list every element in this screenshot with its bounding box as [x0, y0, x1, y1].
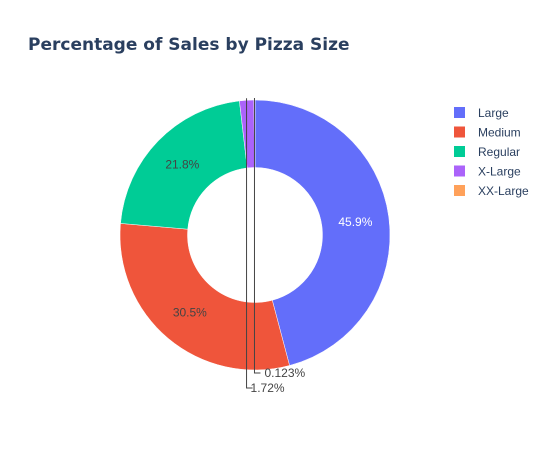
leader-line-xx-large — [253, 98, 261, 374]
legend: Large Medium Regular X-Large XX-Large — [454, 106, 529, 198]
legend-label: Large — [478, 106, 509, 120]
slice-medium[interactable] — [119, 223, 290, 371]
legend-label: Medium — [478, 126, 521, 140]
legend-item-xx-large[interactable]: XX-Large — [454, 184, 529, 198]
slice-label-regular: 21.8% — [165, 157, 199, 171]
slice-label-x-large: 1.72% — [251, 381, 285, 395]
legend-swatch — [454, 146, 465, 157]
slice-label-medium: 30.5% — [173, 306, 207, 320]
chart-title: Percentage of Sales by Pizza Size — [28, 35, 350, 55]
slice-labels-group: 45.9% 30.5% 21.8% 1.72%0.123% — [165, 98, 373, 395]
slice-regular[interactable] — [120, 100, 248, 230]
slice-large[interactable] — [254, 99, 391, 366]
slice-label-xx-large: 0.123% — [264, 366, 305, 380]
legend-item-x-large[interactable]: X-Large — [454, 165, 521, 179]
legend-label: X-Large — [478, 165, 521, 179]
slice-label-large: 45.9% — [338, 215, 372, 229]
legend-swatch — [454, 165, 465, 177]
legend-item-medium[interactable]: Medium — [454, 126, 521, 140]
leader-line-x-large — [246, 98, 253, 389]
legend-swatch — [454, 107, 465, 118]
legend-item-large[interactable]: Large — [454, 106, 509, 120]
legend-swatch — [454, 185, 465, 196]
slices-group — [119, 99, 391, 371]
legend-item-regular[interactable]: Regular — [454, 145, 520, 159]
legend-label: XX-Large — [478, 184, 529, 198]
legend-swatch — [454, 126, 465, 138]
legend-label: Regular — [478, 145, 520, 159]
